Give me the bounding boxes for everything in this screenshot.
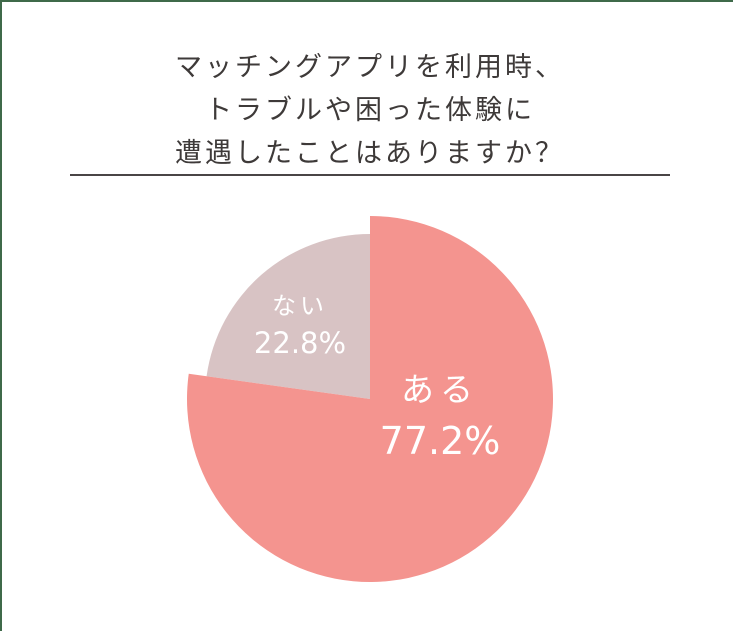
pie-slice-aru (187, 216, 554, 582)
slice-label-nai: ない (272, 292, 328, 320)
slice-label-aru: ある (401, 370, 479, 409)
title-line-2: トラブルや困った体験に (205, 95, 535, 126)
pie-slice-nai (206, 234, 370, 399)
title-divider (70, 174, 670, 176)
title-line-3: 遭遇したことはありますか？ (175, 138, 565, 169)
title-line-1: マッチングアプリを利用時、 (175, 52, 565, 83)
slice-value-aru: 77.2% (379, 419, 501, 463)
chart-title: マッチングアプリを利用時、 トラブルや困った体験に 遭遇したことはありますか？ (70, 46, 670, 175)
slice-value-nai: 22.8% (253, 326, 347, 360)
